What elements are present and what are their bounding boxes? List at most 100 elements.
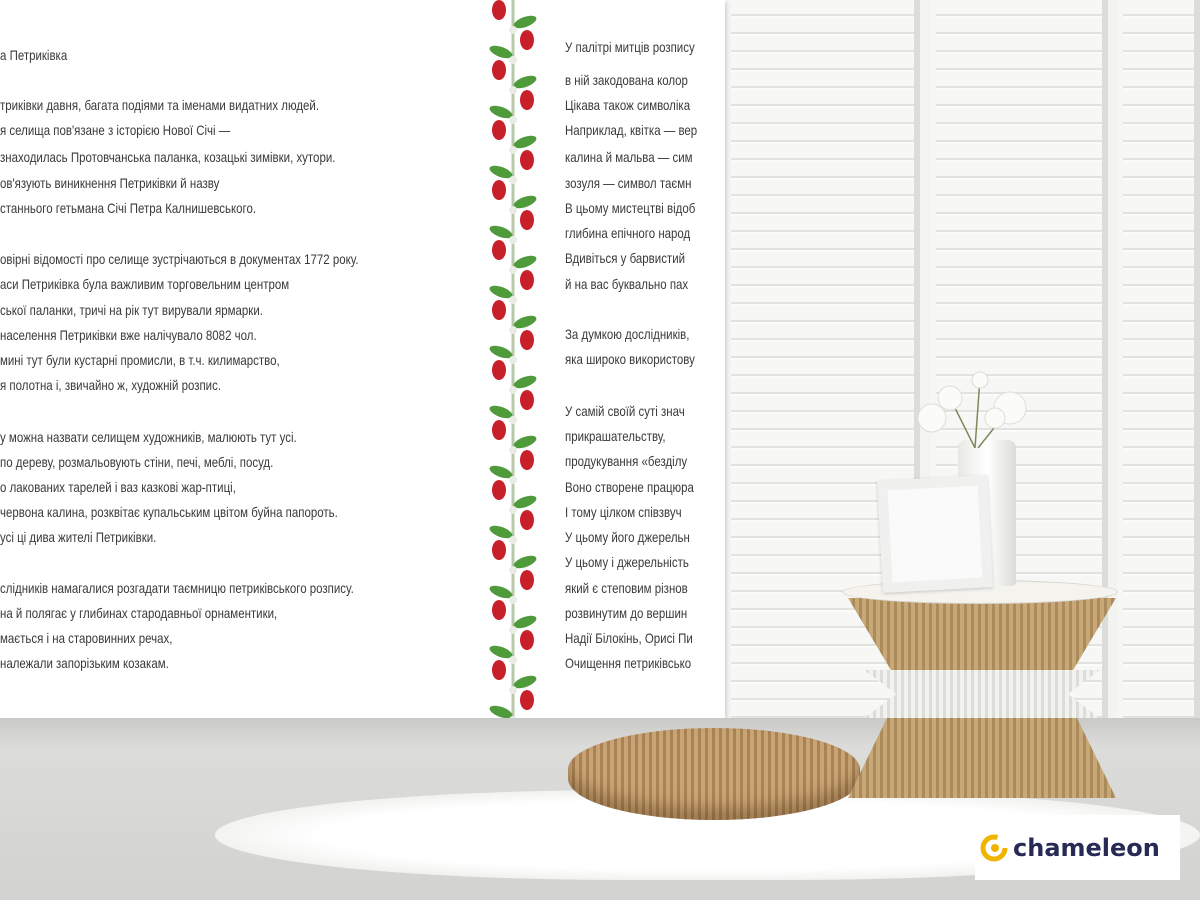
shutter-panel (1117, 0, 1200, 750)
vine-leaf (489, 165, 513, 179)
vine-leaf (489, 405, 513, 419)
red-berry (492, 480, 506, 500)
white-bud (509, 686, 517, 694)
white-bud (509, 236, 517, 244)
red-berry (520, 150, 534, 170)
red-berry (520, 390, 534, 410)
white-bud (509, 566, 517, 574)
text-line: о лакованих тарелей і ваз казкові жар-пт… (0, 479, 236, 495)
text-line: зозуля — символ таємн (565, 175, 692, 191)
red-berry (520, 270, 534, 290)
vine-leaf (489, 465, 513, 479)
white-bud (509, 86, 517, 94)
red-berry (520, 630, 534, 650)
text-line: Вдивіться у барвистий (565, 250, 686, 266)
red-berry (520, 210, 534, 230)
red-berry (492, 300, 506, 320)
vine-leaf (489, 285, 513, 299)
text-line: червона калина, розквітає купальським цв… (0, 504, 338, 520)
vine-leaf (489, 45, 513, 59)
red-berry (492, 360, 506, 380)
text-line: аси Петриківка була важливим торговельни… (0, 276, 290, 292)
white-bud (509, 416, 517, 424)
white-bud (509, 206, 517, 214)
vine-leaf (513, 135, 537, 149)
vine-leaf (489, 525, 513, 539)
white-bud (509, 176, 517, 184)
text-line: я селища пов'язане з історією Нової Січі… (0, 122, 231, 138)
red-berry (492, 660, 506, 680)
text-line: належали запорізьким козакам. (0, 655, 169, 671)
vine-leaf (513, 435, 537, 449)
text-line: станнього гетьмана Січі Петра Калнишевсь… (0, 200, 257, 216)
text-line: я полотна і, звичайно ж, художній розпис… (0, 377, 222, 393)
vine-leaf (513, 15, 537, 29)
logo-text: chameleon (1013, 833, 1160, 862)
wicker-pouf (568, 728, 860, 820)
text-line: овірні відомості про селище зустрічаютьс… (0, 251, 359, 267)
text-line: а Петриківка (0, 47, 68, 63)
text-line: по дереву, розмальовують стіни, печі, ме… (0, 454, 274, 470)
text-line: знаходилась Протовчанська паланка, козац… (0, 149, 336, 165)
text-line: прикрашательству, (565, 428, 666, 444)
text-line: І тому цілком співзвуч (565, 504, 682, 520)
white-flowers (917, 371, 1027, 448)
text-line: мається і на старовинних речах, (0, 630, 173, 646)
red-berry (492, 120, 506, 140)
vine-leaf (489, 105, 513, 119)
text-line: глибина епічного народ (565, 225, 691, 241)
white-bud (509, 506, 517, 514)
text-line: Очищення петриківсько (565, 655, 692, 671)
white-bud (509, 716, 517, 718)
red-berry (492, 600, 506, 620)
red-berry (520, 690, 534, 710)
white-bud (509, 146, 517, 154)
text-line: У цьому його джерельн (565, 529, 690, 545)
text-line: У палітрі митців розпису (565, 39, 695, 55)
red-berry (492, 0, 506, 20)
white-bud (509, 326, 517, 334)
text-line: населення Петриківки вже налічувало 8082… (0, 327, 257, 343)
white-bud (509, 536, 517, 544)
white-bud (509, 116, 517, 124)
floral-vine-ornament (489, 0, 537, 718)
text-line: усі ці дива жителі Петриківки. (0, 529, 157, 545)
vine-leaf (513, 615, 537, 629)
white-bud (509, 626, 517, 634)
vine-leaf (513, 555, 537, 569)
text-line: яка широко використову (565, 351, 695, 367)
text-line: триківки давня, багата подіями та іменам… (0, 97, 320, 113)
vine-leaf (489, 705, 513, 718)
text-line: слідників намагалися розгадати таємницю … (0, 580, 354, 596)
vine-leaf (513, 255, 537, 269)
red-berry (520, 570, 534, 590)
white-bud (509, 446, 517, 454)
chameleon-logo: chameleon (975, 815, 1180, 880)
text-line: У цьому і джерельність (565, 554, 689, 570)
shutter-wall (725, 0, 1200, 750)
vine-leaf (513, 195, 537, 209)
wallpaper-panel: а Петриківка триківки давня, багата подія… (0, 0, 725, 718)
red-berry (492, 420, 506, 440)
vine-leaf (513, 75, 537, 89)
red-berry (492, 240, 506, 260)
text-line: мині тут були кустарні промисли, в т.ч. … (0, 352, 280, 368)
white-bud (509, 356, 517, 364)
red-berry (520, 450, 534, 470)
vine-leaf (513, 315, 537, 329)
vine-leaf (489, 645, 513, 659)
red-berry (520, 510, 534, 530)
vine-leaf (513, 375, 537, 389)
text-line: Цікава також символіка (565, 97, 691, 113)
white-bud (509, 56, 517, 64)
text-line: продукування «безділу (565, 453, 688, 469)
red-berry (520, 330, 534, 350)
text-line: За думкою дослідників, (565, 326, 690, 342)
text-line: У самій своїй суті знач (565, 403, 685, 419)
chameleon-c-logo-icon (980, 834, 1008, 861)
red-berry (492, 540, 506, 560)
text-line: В цьому мистецтві відоб (565, 200, 696, 216)
vine-leaf (513, 495, 537, 509)
white-bud (509, 266, 517, 274)
text-line: й на вас буквально пах (565, 276, 689, 292)
